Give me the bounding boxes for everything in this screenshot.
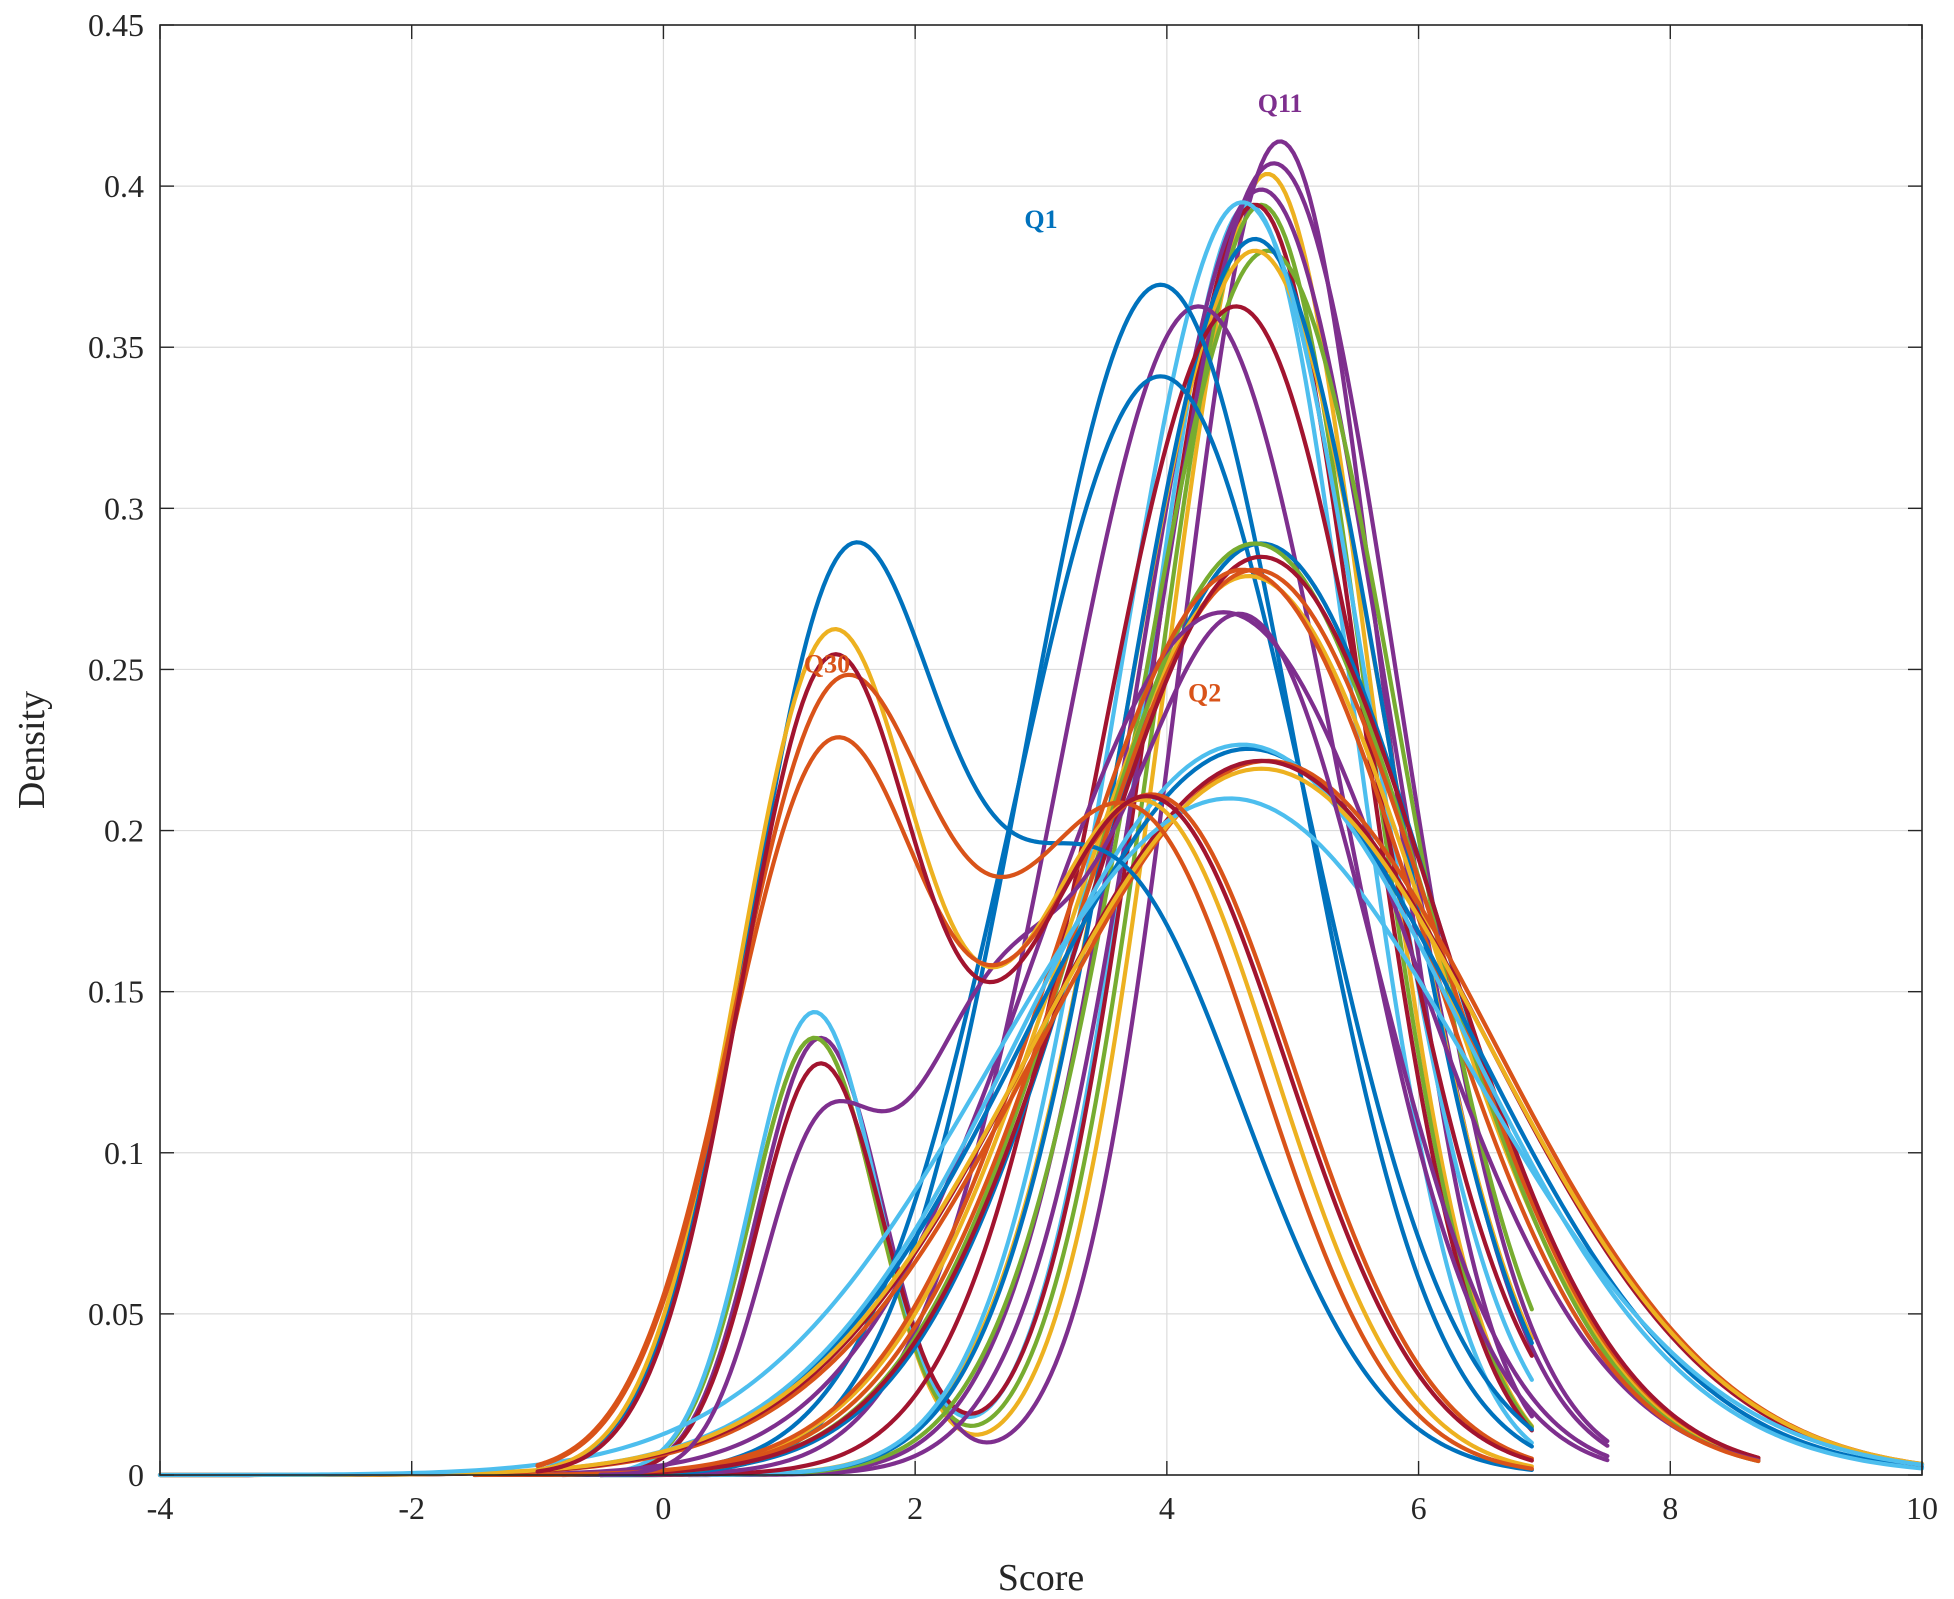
plot-frame xyxy=(159,24,1923,1476)
density-curve-29 xyxy=(598,611,1610,1477)
x-tick-label: 6 xyxy=(1411,1490,1427,1526)
annotation-label: Q30 xyxy=(804,650,850,679)
x-tick-label: 4 xyxy=(1159,1490,1175,1526)
density-curve-21 xyxy=(472,610,1761,1477)
density-curve-27 xyxy=(157,766,1925,1478)
density-curve-34 xyxy=(535,652,1534,1474)
x-tick-label: -4 xyxy=(147,1490,174,1526)
x-axis-label: Score xyxy=(998,1557,1085,1599)
x-tick-label: 10 xyxy=(1906,1490,1938,1526)
density-curves xyxy=(157,139,1925,1478)
x-tick-label: 8 xyxy=(1662,1490,1678,1526)
y-tick-label: 0 xyxy=(128,1457,144,1493)
density-curve-33 xyxy=(535,735,1534,1469)
y-tick-label: 0.25 xyxy=(88,651,144,687)
annotation-label: Q2 xyxy=(1188,679,1221,708)
y-tick-label: 0.15 xyxy=(88,974,144,1010)
density-curve-13 xyxy=(560,304,1610,1478)
x-tick-label: -2 xyxy=(398,1490,425,1526)
x-tick-label: 0 xyxy=(655,1490,671,1526)
x-tick-label: 2 xyxy=(907,1490,923,1526)
y-tick-label: 0.45 xyxy=(88,7,144,43)
annotations: Q11 Q1 Q30 Q2 xyxy=(804,89,1303,708)
annotation-label: Q11 xyxy=(1258,89,1303,118)
y-tick-label: 0.35 xyxy=(88,329,144,365)
y-tick-label: 0.05 xyxy=(88,1296,144,1332)
annotation-label: Q1 xyxy=(1024,205,1057,234)
axis-ticks: -4 -2 0 2 4 6 8 10 0 0.05 0.1 0.15 0.2 0.25 0.3 0.35 0.4… xyxy=(88,7,1938,1526)
y-tick-label: 0.1 xyxy=(104,1135,144,1171)
y-tick-label: 0.4 xyxy=(104,168,144,204)
density-curve-28 xyxy=(157,796,1925,1478)
y-tick-label: 0.3 xyxy=(104,490,144,526)
density-curve-22 xyxy=(472,567,1761,1478)
y-tick-label: 0.2 xyxy=(104,813,144,849)
y-axis-label: Density xyxy=(11,691,53,809)
